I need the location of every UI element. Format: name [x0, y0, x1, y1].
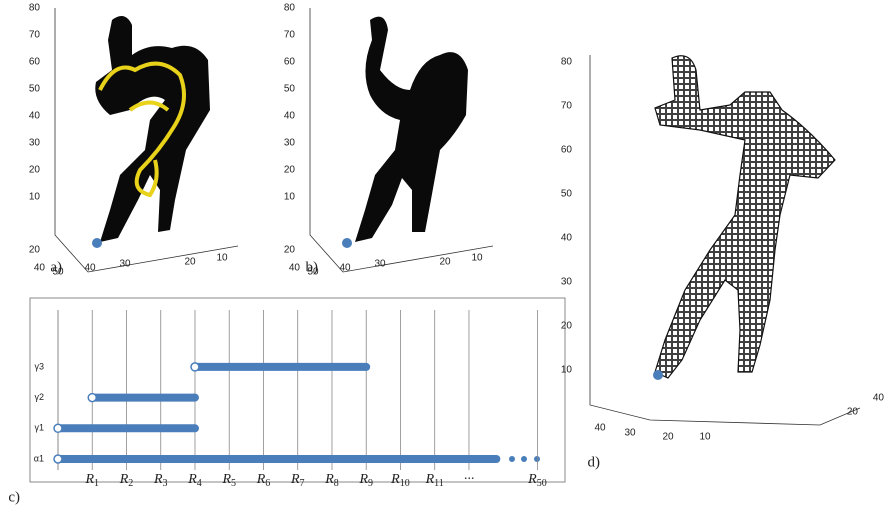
interval-label: γ3 [34, 361, 44, 371]
interval-end [191, 394, 199, 402]
z-tick-label: 10 [29, 192, 41, 203]
z-tick-label: 30 [561, 277, 573, 288]
z-tick-label: 40 [284, 111, 296, 122]
x-tick-label: 10 [699, 432, 711, 443]
z-tick-label: 20 [29, 165, 41, 176]
z-tick-label: 80 [29, 3, 41, 14]
base-point [92, 238, 102, 248]
z-tick-label: 80 [561, 57, 573, 68]
x-tick-label: 40 [594, 423, 606, 434]
x-tick-label: 30 [624, 428, 636, 439]
z-tick-label: 40 [29, 111, 41, 122]
panel-d [590, 55, 860, 425]
z-tick-label: 60 [561, 145, 573, 156]
y-tick-label: 20 [284, 245, 296, 256]
z-tick-label: 20 [284, 165, 296, 176]
y-tick-label: 40 [873, 393, 885, 404]
z-tick-label: 70 [284, 30, 296, 41]
x-tick-label: 10 [216, 253, 228, 264]
x-tick-label: 40 [339, 263, 351, 274]
interval-start [191, 363, 199, 371]
panel-label: d) [588, 454, 601, 470]
interval-label: α1 [34, 453, 44, 463]
voxel-figure [355, 17, 468, 242]
z-tick-label: 50 [29, 84, 41, 95]
continuation-dots [509, 456, 540, 462]
panel-label: c) [8, 489, 20, 505]
x-tick-label: 20 [439, 257, 451, 268]
voxel-figure [655, 56, 835, 378]
figure: a)102030405060708020405040302010b)102030… [0, 0, 895, 515]
z-tick-label: 10 [561, 365, 573, 376]
x-tick-label: 40 [84, 263, 96, 274]
panel-a [55, 8, 238, 272]
x-tick-label: 20 [662, 432, 674, 443]
base-point [653, 370, 663, 380]
z-tick-label: 20 [561, 321, 573, 332]
x-tick-label: ··· [464, 472, 475, 487]
interval-end [191, 424, 199, 432]
interval-start [54, 424, 62, 432]
y-tick-label: 40 [289, 263, 301, 274]
x-tick-label: 10 [471, 253, 483, 264]
z-tick-label: 70 [561, 101, 573, 112]
x-tick-label: 50 [307, 267, 319, 278]
z-tick-label: 60 [29, 57, 41, 68]
interval-end [362, 363, 370, 371]
z-tick-label: 50 [284, 84, 296, 95]
z-tick-label: 50 [561, 189, 573, 200]
x-tick-label: 30 [374, 259, 386, 270]
y-tick-label: 20 [847, 407, 859, 418]
z-tick-label: 30 [29, 138, 41, 149]
z-tick-label: 10 [284, 192, 296, 203]
x-tick-label: 20 [184, 257, 196, 268]
interval-label: γ1 [34, 423, 44, 433]
interval-end [492, 455, 500, 463]
z-tick-label: 40 [561, 233, 573, 244]
x-tick-label: 30 [119, 259, 131, 270]
interval-label: γ2 [34, 392, 44, 402]
interval-start [88, 394, 96, 402]
y-tick-label: 20 [29, 245, 41, 256]
z-tick-label: 60 [284, 57, 296, 68]
interval-start [54, 455, 62, 463]
panel-b [310, 8, 493, 272]
voxel-figure [95, 16, 210, 242]
z-tick-label: 70 [29, 30, 41, 41]
z-tick-label: 80 [284, 3, 296, 14]
z-tick-label: 30 [284, 138, 296, 149]
y-tick-label: 40 [34, 263, 46, 274]
axes [55, 8, 238, 272]
x-tick-label: 50 [52, 267, 64, 278]
base-point [342, 238, 352, 248]
